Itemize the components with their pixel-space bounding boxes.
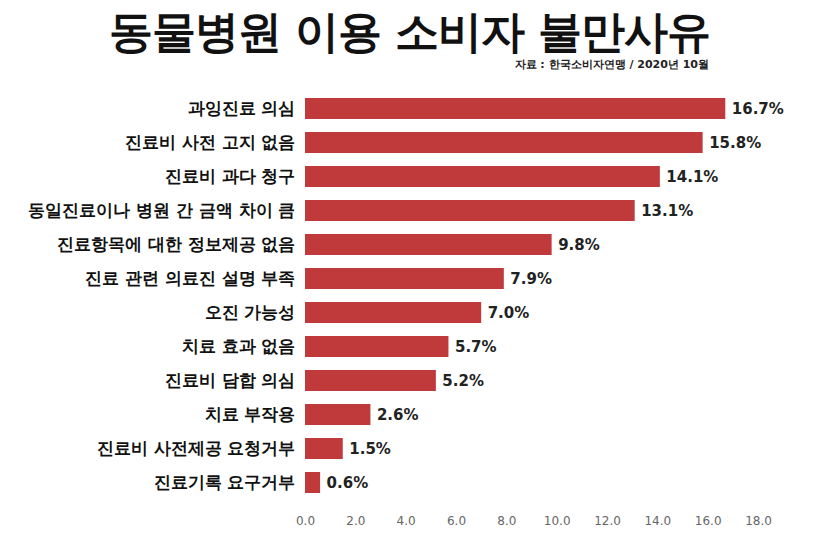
- svg-text:2.0: 2.0: [346, 514, 365, 528]
- svg-text:진료항목에 대한 정보제공 없음: 진료항목에 대한 정보제공 없음: [57, 234, 296, 254]
- svg-text:18.0: 18.0: [745, 514, 772, 528]
- html-text:자료 : 한국소비자연맹 / 2020년 10월: 자료 : 한국소비자연맹 / 2020년 10월: [514, 58, 709, 71]
- svg-text:0.0: 0.0: [296, 514, 315, 528]
- svg-text:8.0: 8.0: [497, 514, 516, 528]
- svg-text:과잉진료 의심: 과잉진료 의심: [188, 98, 296, 118]
- svg-text:14.1%: 14.1%: [666, 168, 718, 186]
- svg-text:7.9%: 7.9%: [510, 270, 552, 288]
- svg-text:진료비 담합 의심: 진료비 담합 의심: [165, 370, 296, 390]
- svg-text:치료 부작용: 치료 부작용: [205, 404, 296, 424]
- svg-text:7.0%: 7.0%: [488, 304, 530, 322]
- svg-text:16.7%: 16.7%: [732, 100, 784, 118]
- svg-text:5.7%: 5.7%: [455, 338, 497, 356]
- svg-text:16.0: 16.0: [695, 514, 722, 528]
- html-text:동물병원 이용 소비자 불만사유: 동물병원 이용 소비자 불만사유: [108, 6, 711, 57]
- svg-text:진료기록 요구거부: 진료기록 요구거부: [154, 472, 296, 492]
- svg-text:12.0: 12.0: [594, 514, 621, 528]
- svg-text:치료 효과 없음: 치료 효과 없음: [182, 336, 296, 356]
- svg-text:0.6%: 0.6%: [327, 474, 369, 492]
- svg-text:진료비 사전 고지 없음: 진료비 사전 고지 없음: [125, 132, 296, 152]
- svg-text:13.1%: 13.1%: [641, 202, 693, 220]
- svg-text:4.0: 4.0: [397, 514, 416, 528]
- svg-text:1.5%: 1.5%: [349, 440, 391, 458]
- svg-text:진료비 사전제공 요청거부: 진료비 사전제공 요청거부: [97, 438, 296, 458]
- svg-text:5.2%: 5.2%: [442, 372, 484, 390]
- svg-text:9.8%: 9.8%: [558, 236, 600, 254]
- svg-text:동일진료이나 병원 간 금액 차이 큼: 동일진료이나 병원 간 금액 차이 큼: [28, 200, 296, 220]
- svg-text:오진 가능성: 오진 가능성: [205, 302, 296, 322]
- svg-text:14.0: 14.0: [644, 514, 671, 528]
- svg-text:진료 관련 의료진 설명 부족: 진료 관련 의료진 설명 부족: [85, 268, 296, 288]
- svg-text:진료비 과다 청구: 진료비 과다 청구: [165, 166, 296, 186]
- svg-text:15.8%: 15.8%: [709, 134, 761, 152]
- svg-text:2.6%: 2.6%: [377, 406, 419, 424]
- svg-text:6.0: 6.0: [447, 514, 466, 528]
- svg-text:10.0: 10.0: [544, 514, 571, 528]
